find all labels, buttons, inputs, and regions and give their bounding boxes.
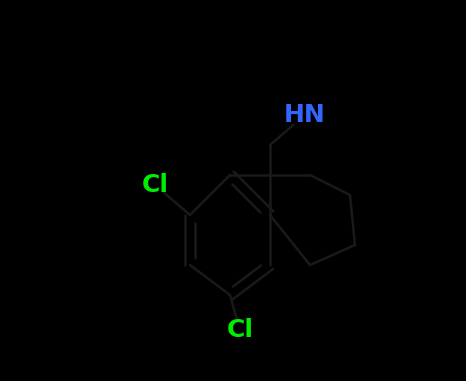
Text: Cl: Cl [142, 173, 169, 197]
Text: HN: HN [284, 103, 326, 127]
Text: Cl: Cl [226, 318, 254, 342]
